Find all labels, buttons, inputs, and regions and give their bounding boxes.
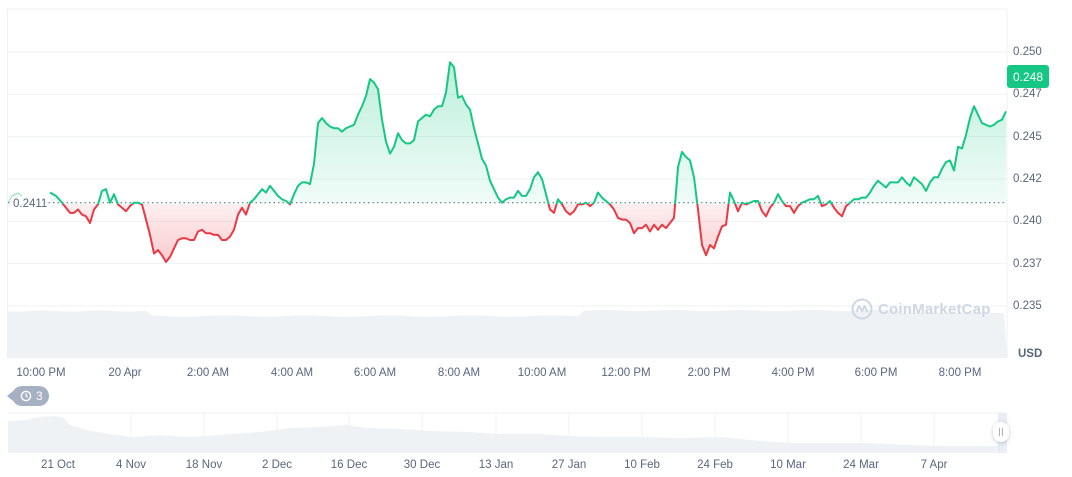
x-tick-label: 4:00 PM bbox=[771, 367, 815, 379]
price-line bbox=[7, 61, 1007, 263]
y-tick-label: 0.245 bbox=[1013, 130, 1042, 143]
navigator-tick-label: 18 Nov bbox=[185, 459, 223, 471]
x-tick-label: 8:00 AM bbox=[437, 367, 481, 379]
x-tick-label: 20 Apr bbox=[108, 367, 142, 379]
navigator-tick-label: 2 Dec bbox=[261, 459, 293, 471]
x-tick-label: 12:00 PM bbox=[601, 367, 651, 379]
currency-label: USD bbox=[1018, 348, 1043, 360]
history-clock-icon bbox=[20, 390, 32, 402]
y-tick-label: 0.247 bbox=[1013, 88, 1042, 101]
navigator-range-handle[interactable] bbox=[993, 422, 1009, 442]
navigator-tick-label: 27 Jan bbox=[551, 459, 587, 471]
events-badge[interactable]: 3 bbox=[7, 386, 49, 406]
volume-area bbox=[8, 309, 1007, 358]
gridlines bbox=[8, 8, 1007, 307]
navigator-tick-label: 24 Mar bbox=[843, 459, 879, 471]
navigator-tick-label: 21 Oct bbox=[41, 459, 75, 471]
x-tick-label: 4:00 AM bbox=[270, 367, 314, 379]
x-tick-label: 8:00 PM bbox=[938, 367, 982, 379]
x-tick-label: 10:00 AM bbox=[517, 367, 567, 379]
navigator[interactable] bbox=[8, 412, 1007, 453]
navigator-tick-label: 24 Feb bbox=[697, 459, 733, 471]
navigator-tick-label: 7 Apr bbox=[920, 459, 948, 471]
navigator-tick-label: 4 Nov bbox=[115, 459, 147, 471]
y-tick-label: 0.235 bbox=[1013, 299, 1042, 312]
events-count: 3 bbox=[36, 389, 43, 403]
navigator-tick-label: 10 Mar bbox=[770, 459, 806, 471]
navigator-tick-label: 13 Jan bbox=[478, 459, 514, 471]
navigator-tick-label: 30 Dec bbox=[403, 459, 441, 471]
coinmarketcap-logo-icon bbox=[851, 298, 873, 320]
x-tick-label: 2:00 AM bbox=[186, 367, 230, 379]
y-tick-label: 0.240 bbox=[1013, 215, 1042, 228]
y-tick-label: 0.242 bbox=[1013, 172, 1042, 185]
y-tick-label: 0.250 bbox=[1013, 46, 1042, 58]
x-tick-label: 10:00 PM bbox=[16, 367, 66, 379]
current-price-tag: 0.248 bbox=[1007, 65, 1049, 88]
y-tick-label: 0.237 bbox=[1013, 257, 1042, 270]
x-tick-label: 6:00 PM bbox=[854, 367, 898, 379]
price-area bbox=[50, 62, 1006, 262]
watermark-text: CoinMarketCap bbox=[878, 300, 991, 318]
baseline-label: 0.2411 bbox=[12, 198, 49, 210]
navigator-tick-label: 10 Feb bbox=[624, 459, 660, 471]
x-tick-label: 6:00 AM bbox=[353, 367, 397, 379]
coinmarketcap-watermark: CoinMarketCap bbox=[851, 298, 991, 320]
navigator-tick-label: 16 Dec bbox=[330, 459, 368, 471]
x-tick-label: 2:00 PM bbox=[687, 367, 731, 379]
